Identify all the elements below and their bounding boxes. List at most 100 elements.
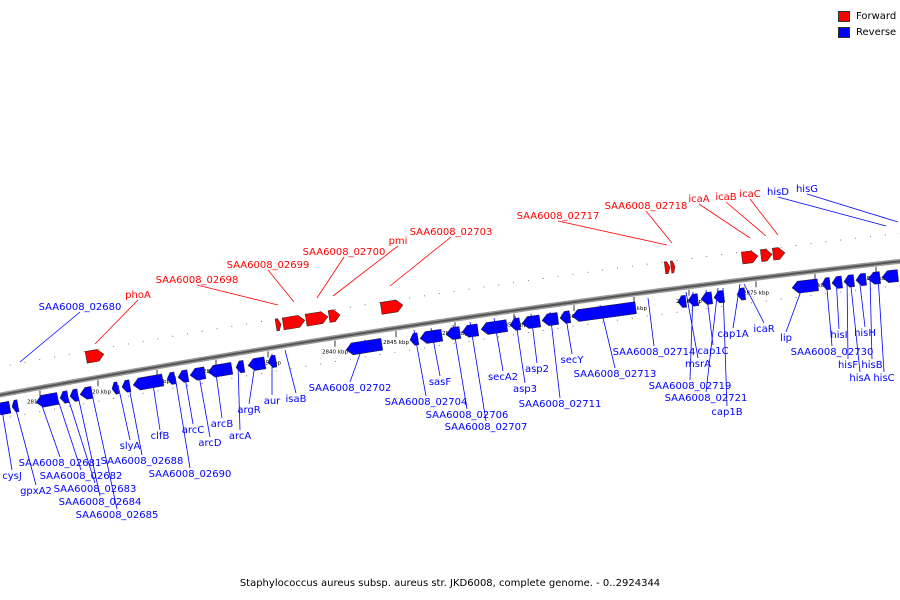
- gene-label: arcD: [198, 438, 222, 449]
- leader-line: [722, 287, 728, 407]
- gene-label: SAA6008_02683: [54, 484, 137, 495]
- gene-label: hisC: [873, 373, 894, 384]
- gene-label: pmi: [389, 236, 408, 247]
- gene-label: SAA6008_02703: [410, 227, 493, 238]
- tick-label: 2875 kbp: [743, 290, 769, 296]
- leader-line: [174, 375, 191, 469]
- reverse-gene-arrow: [345, 338, 383, 356]
- gene-label: arcC: [182, 425, 205, 436]
- leader-line: [599, 304, 616, 369]
- reverse-gene-arrow: [111, 381, 120, 395]
- leader-line: [237, 363, 241, 431]
- reverse-gene-arrow: [445, 326, 462, 340]
- leader-line: [645, 210, 673, 244]
- forward-gene-arrow: [327, 309, 341, 323]
- gene-label: argR: [237, 405, 260, 416]
- gene-label: SAA6008_02721: [665, 393, 748, 404]
- reverse-gene-arrow: [559, 310, 572, 324]
- gene-label: SAA6008_02730: [791, 347, 874, 358]
- gene-label: SAA6008_02682: [40, 471, 123, 482]
- gene-label: SAA6008_02698: [156, 275, 239, 286]
- gene-label: cysJ: [2, 471, 22, 482]
- leader-line: [806, 193, 899, 223]
- leader-line: [514, 315, 526, 384]
- gene-label: isaB: [286, 394, 307, 405]
- tick-label: 2845 kbp: [383, 340, 409, 346]
- gene-label: aur: [264, 396, 281, 407]
- legend: Forward Reverse: [838, 8, 896, 40]
- gene-label: secY: [561, 355, 585, 366]
- legend-forward: Forward: [838, 8, 896, 24]
- leader-line: [777, 196, 887, 227]
- leader-line: [732, 283, 741, 329]
- reverse-gene-arrow: [881, 269, 899, 283]
- leader-line: [530, 313, 538, 364]
- reverse-gene-arrow: [419, 328, 444, 344]
- gene-label: arcB: [211, 419, 234, 430]
- leader-line: [77, 395, 101, 497]
- leader-line: [15, 409, 37, 486]
- gene-label: secA2: [488, 372, 518, 383]
- leader-line: [549, 311, 561, 399]
- reverse-gene-arrow: [855, 272, 867, 286]
- gene-label: SAA6008_02680: [39, 302, 122, 313]
- tick-label: 2820 kbp: [85, 389, 111, 395]
- reverse-gene-arrow: [11, 399, 20, 413]
- leader-line: [197, 369, 211, 438]
- reverse-gene-arrow: [59, 390, 70, 404]
- reverse-gene-arrow: [541, 312, 560, 326]
- gene-label: SAA6008_02706: [426, 410, 509, 421]
- forward-gene-arrow: [304, 311, 329, 327]
- legend-reverse-label: Reverse: [856, 26, 897, 38]
- gene-label: asp3: [513, 384, 537, 395]
- leader-line: [413, 329, 427, 397]
- leader-line: [749, 198, 779, 236]
- leader-line: [452, 324, 468, 410]
- genome-axis: [0, 258, 900, 398]
- leader-line: [349, 339, 366, 383]
- reverse-gene-arrow: [235, 360, 246, 374]
- leader-line: [705, 287, 719, 393]
- leader-line: [19, 311, 81, 363]
- reverse-gene-arrow: [571, 301, 637, 322]
- gene-label: cap1A: [717, 329, 748, 340]
- forward-genes: [84, 247, 786, 364]
- leader-line: [284, 349, 297, 394]
- gene-label: SAA6008_02699: [227, 260, 310, 271]
- reverse-gene-arrow: [521, 314, 542, 329]
- tick-label: 2835 kbp: [255, 360, 281, 366]
- reverse-gene-arrow: [867, 271, 881, 285]
- forward-swatch: [838, 10, 850, 22]
- gene-label: hisG: [796, 184, 818, 195]
- reverse-gene-arrow: [79, 386, 94, 400]
- genome-caption: Staphylococcus aureus subsp. aureus str.…: [239, 578, 661, 589]
- leader-line: [1, 409, 13, 471]
- reverse-swatch: [838, 26, 850, 38]
- leader-line: [430, 327, 441, 377]
- forward-gene-arrow: [663, 261, 671, 275]
- leader-line: [57, 399, 82, 471]
- leader-line: [869, 275, 873, 360]
- gene-label: lip: [780, 333, 792, 344]
- gene-label: sasF: [429, 377, 452, 388]
- gene-label: hisB: [861, 360, 882, 371]
- gene-label: hisF: [838, 360, 858, 371]
- leader-line: [877, 275, 885, 373]
- gene-label: cap1B: [711, 407, 742, 418]
- reverse-gene-arrow: [121, 379, 132, 393]
- gene-label: SAA6008_02681: [19, 458, 102, 469]
- gene-label: asp2: [525, 364, 549, 375]
- leader-line: [647, 297, 655, 347]
- gene-label: icaB: [715, 192, 736, 203]
- forward-gene-arrow: [772, 247, 786, 261]
- leader-line: [743, 283, 765, 324]
- reverse-gene-arrow: [831, 275, 843, 289]
- reverse-gene-arrow: [177, 369, 190, 383]
- gene-label: SAA6008_02702: [309, 383, 392, 394]
- legend-reverse: Reverse: [838, 24, 896, 40]
- gene-label: arcA: [229, 431, 252, 442]
- leader-line: [196, 284, 279, 306]
- gene-label: msrA: [685, 359, 711, 370]
- gene-label: icaC: [739, 189, 760, 200]
